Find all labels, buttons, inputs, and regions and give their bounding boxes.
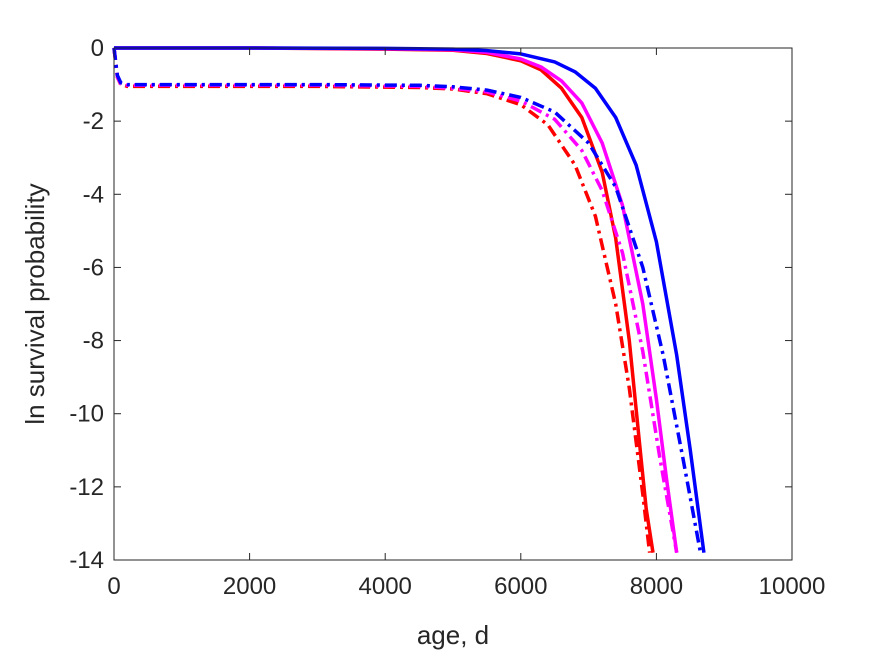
x-tick-label: 0: [107, 573, 120, 600]
series-line-5: [112, 47, 703, 554]
y-axis-label: ln survival probability: [20, 183, 50, 424]
x-tick-label: 8000: [630, 573, 683, 600]
x-tick-label: 10000: [759, 573, 826, 600]
x-axis-label: age, d: [417, 620, 489, 650]
y-tick-label: -10: [69, 401, 104, 428]
plot-frame: [113, 47, 793, 561]
tick-layer: 0 2000 4000 6000 8000 10000 0 -2 -4 -6 -8 -10 -12 -14: [69, 35, 825, 600]
series-line-4: [112, 47, 679, 554]
y-tick-label: -8: [83, 328, 104, 355]
y-tick-label: -12: [69, 474, 104, 501]
y-tick-label: -4: [83, 181, 104, 208]
y-tick-label: 0: [91, 35, 104, 62]
x-tick-label: 6000: [494, 573, 547, 600]
series-line-2: [114, 46, 706, 553]
y-tick-label: -6: [83, 254, 104, 281]
y-tick-label: -14: [69, 547, 104, 574]
x-tick-label: 4000: [359, 573, 412, 600]
y-tick-label: -2: [83, 108, 104, 135]
plot-background: [114, 48, 792, 560]
x-tick-label: 2000: [223, 573, 276, 600]
series-layer: [112, 46, 706, 554]
